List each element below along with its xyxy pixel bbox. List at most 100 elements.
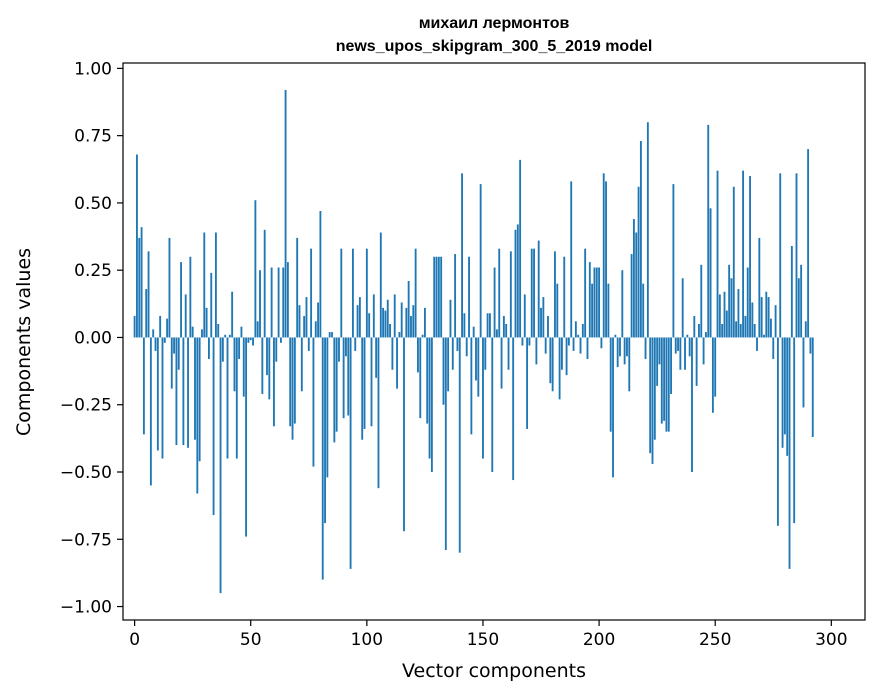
bar [804,321,807,338]
bar [626,337,628,357]
bar [242,337,245,397]
bar [454,254,457,338]
bar [744,315,747,338]
bar [451,337,454,370]
bar [156,337,159,451]
bar [565,337,568,376]
bar [298,305,301,338]
bar [495,329,498,338]
bar [168,237,171,338]
y-tick-label: −0.75 [60,530,112,550]
bar [247,337,250,343]
bar [252,337,254,346]
bar [317,302,320,338]
bar [684,337,686,370]
y-tick-label: 0.75 [74,127,112,147]
bar [646,122,649,338]
bar [331,332,333,338]
bars-group [133,89,814,594]
bar [663,337,666,421]
bar [423,307,426,338]
bar [760,297,763,338]
bar [391,337,394,370]
bar [788,337,791,569]
bar [233,337,236,392]
x-tick-label: 50 [240,630,262,650]
bar [505,324,508,338]
bar [795,173,798,338]
x-tick-label: 250 [699,630,731,650]
bar [549,337,552,384]
bar [166,318,169,338]
bar [563,256,566,338]
bar [642,283,645,338]
bar [468,256,470,338]
bar [342,337,345,419]
bar [586,337,589,359]
bar [238,337,241,359]
bar [138,237,141,338]
bar [811,337,814,438]
bar [437,256,440,338]
bar [261,337,264,394]
bar [291,337,294,440]
y-tick-label: −0.25 [60,396,112,416]
y-tick-label: −0.50 [60,463,112,483]
bar [632,219,635,338]
bar [751,302,754,338]
bar [396,337,398,389]
bar [345,337,347,357]
bar [728,264,731,338]
bar [161,337,164,459]
bar [486,313,489,338]
bar [426,337,429,424]
bar [245,337,248,537]
bar [572,337,575,351]
bar [140,227,143,338]
bar [756,337,758,351]
bar [561,337,563,370]
bar [389,324,391,338]
bar [461,173,463,338]
bar [303,315,306,338]
bar [509,251,512,338]
bar [591,283,594,338]
chart-title: михаил лермонтов news_upos_skipgram_300_… [336,15,653,55]
bar [142,337,145,435]
bar [776,337,779,526]
bar [386,299,389,338]
bar [442,337,445,405]
bar [217,324,220,338]
bar [482,337,484,459]
bar [567,337,570,346]
bar [658,337,661,365]
bar [688,337,691,357]
bar [314,321,317,338]
bar [593,267,596,338]
bar [767,297,770,338]
bar [268,337,271,400]
bar [674,337,677,354]
bar [595,267,598,338]
bar [681,278,684,338]
bar [774,305,777,338]
bar [535,337,538,365]
bar [607,283,610,338]
bar [221,337,224,362]
bar [528,337,531,346]
bar [184,294,187,338]
bar [551,337,554,392]
bar [493,267,496,338]
bar [516,224,519,338]
bar [793,337,796,524]
bar [730,278,733,338]
bar [614,334,617,338]
bar [544,337,547,354]
bar [400,302,403,338]
bar [540,307,542,338]
bar [790,245,793,338]
bar [351,248,354,338]
bar [512,337,515,481]
x-axis-ticks: 0 50 100 150 200 250 300 [129,620,848,650]
